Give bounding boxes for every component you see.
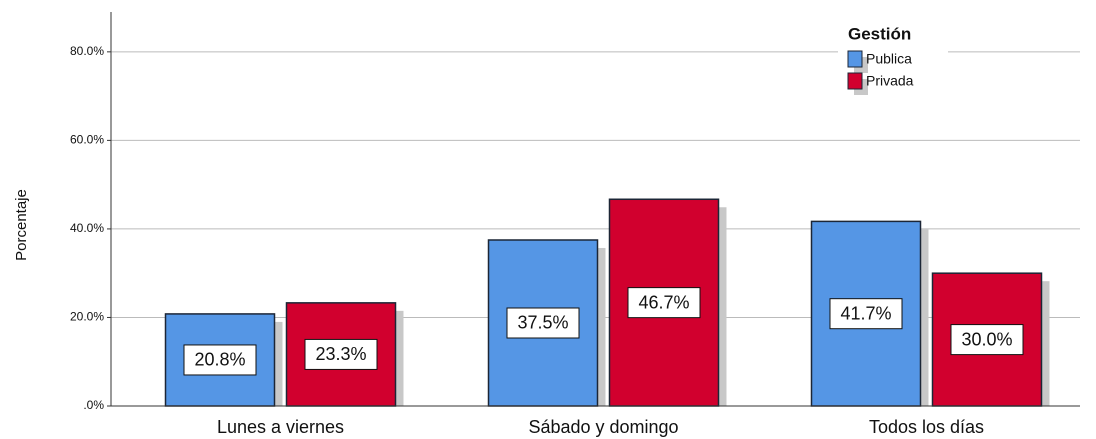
value-label: 30.0% [961, 329, 1012, 349]
y-axis-label: Porcentaje [13, 189, 30, 261]
value-label: 46.7% [638, 292, 689, 312]
y-tick-label: 40.0% [70, 221, 104, 235]
x-tick-label: Sábado y domingo [528, 417, 678, 437]
value-label-box [304, 338, 378, 370]
legend-label: Publica [866, 51, 912, 67]
legend-title: Gestión [848, 24, 911, 43]
value-label-box [183, 344, 257, 376]
value-label-box [506, 307, 580, 339]
value-label: 37.5% [517, 313, 568, 333]
y-tick-label: 80.0% [70, 44, 104, 58]
value-label-box [829, 298, 903, 330]
legend-label: Privada [866, 73, 914, 89]
value-label: 20.8% [194, 350, 245, 370]
x-tick-label: Todos los días [869, 417, 984, 437]
value-label: 23.3% [315, 344, 366, 364]
y-tick-label: .0% [83, 398, 104, 412]
legend-swatch [847, 50, 863, 68]
x-tick-label: Lunes a viernes [217, 417, 344, 437]
y-tick-label: 60.0% [70, 133, 104, 147]
value-label-box [950, 324, 1024, 356]
value-label: 41.7% [840, 303, 891, 323]
y-tick-label: 20.0% [70, 310, 104, 324]
value-label-box [627, 287, 701, 319]
legend-swatch [847, 72, 863, 90]
